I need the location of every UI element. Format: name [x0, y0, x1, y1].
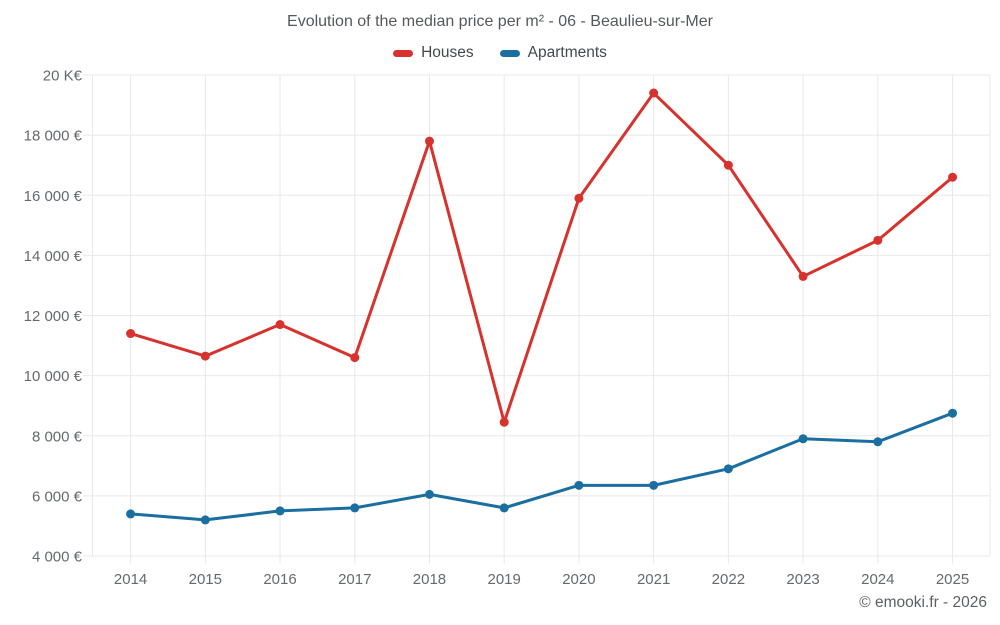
x-axis-label: 2014: [114, 571, 147, 588]
y-axis-label: 8 000 €: [32, 428, 83, 445]
houses-point: [126, 329, 136, 339]
y-axis-label: 18 000 €: [24, 128, 83, 145]
x-axis-label: 2023: [786, 571, 819, 588]
x-axis-label: 2025: [936, 571, 969, 588]
houses-point: [275, 320, 285, 330]
y-axis-label: 4 000 €: [32, 549, 83, 566]
houses-point: [723, 160, 733, 170]
y-axis-label: 16 000 €: [24, 188, 83, 205]
legend: Houses Apartments: [0, 44, 1000, 62]
y-axis-label: 14 000 €: [24, 248, 83, 265]
houses-point: [798, 271, 808, 281]
chart-title: Evolution of the median price per m² - 0…: [287, 13, 713, 30]
apartments-point: [798, 434, 808, 444]
apartments-point: [126, 509, 136, 519]
houses-line: [129, 91, 955, 424]
houses-point: [873, 235, 883, 245]
houses-point: [574, 193, 584, 203]
x-axis-label: 2022: [712, 571, 745, 588]
apartments-line: [129, 411, 955, 522]
houses-point: [649, 88, 659, 98]
x-axis-label: 2015: [189, 571, 222, 588]
houses-point: [499, 417, 509, 427]
apartments-legend-marker-icon: [499, 49, 520, 57]
apartments-point: [723, 464, 733, 474]
legend-label: Houses: [421, 44, 474, 61]
houses-point: [350, 353, 360, 363]
x-axis-label: 2024: [861, 571, 894, 588]
legend-label: Apartments: [527, 44, 607, 61]
apartments-point: [200, 515, 210, 525]
x-axis-label: 2020: [562, 571, 595, 588]
apartments-point: [350, 503, 360, 513]
apartments-point: [873, 437, 883, 447]
y-axis-label: 6 000 €: [32, 488, 83, 505]
houses-point: [424, 136, 434, 146]
apartments-point: [424, 489, 434, 499]
copyright-footer: © emooki.fr - 2026: [859, 594, 987, 611]
x-axis-label: 2018: [413, 571, 446, 588]
houses-point: [948, 172, 958, 182]
apartments-point: [499, 503, 509, 513]
houses-point: [200, 351, 210, 361]
x-axis-label: 2016: [263, 571, 296, 588]
legend-item-houses[interactable]: Houses: [393, 44, 474, 62]
apartments-point: [574, 480, 584, 490]
y-axis-label: 20 K€: [43, 68, 83, 85]
y-axis-label: 10 000 €: [24, 368, 83, 385]
apartments-point: [948, 408, 958, 418]
x-axis-label: 2021: [637, 571, 670, 588]
x-axis-label: 2017: [338, 571, 371, 588]
x-axis-label: 2019: [488, 571, 521, 588]
houses-legend-marker-icon: [393, 49, 414, 57]
y-axis-label: 12 000 €: [24, 308, 83, 325]
apartments-point: [275, 506, 285, 516]
apartments-point: [649, 480, 659, 490]
legend-item-apartments[interactable]: Apartments: [499, 44, 607, 62]
